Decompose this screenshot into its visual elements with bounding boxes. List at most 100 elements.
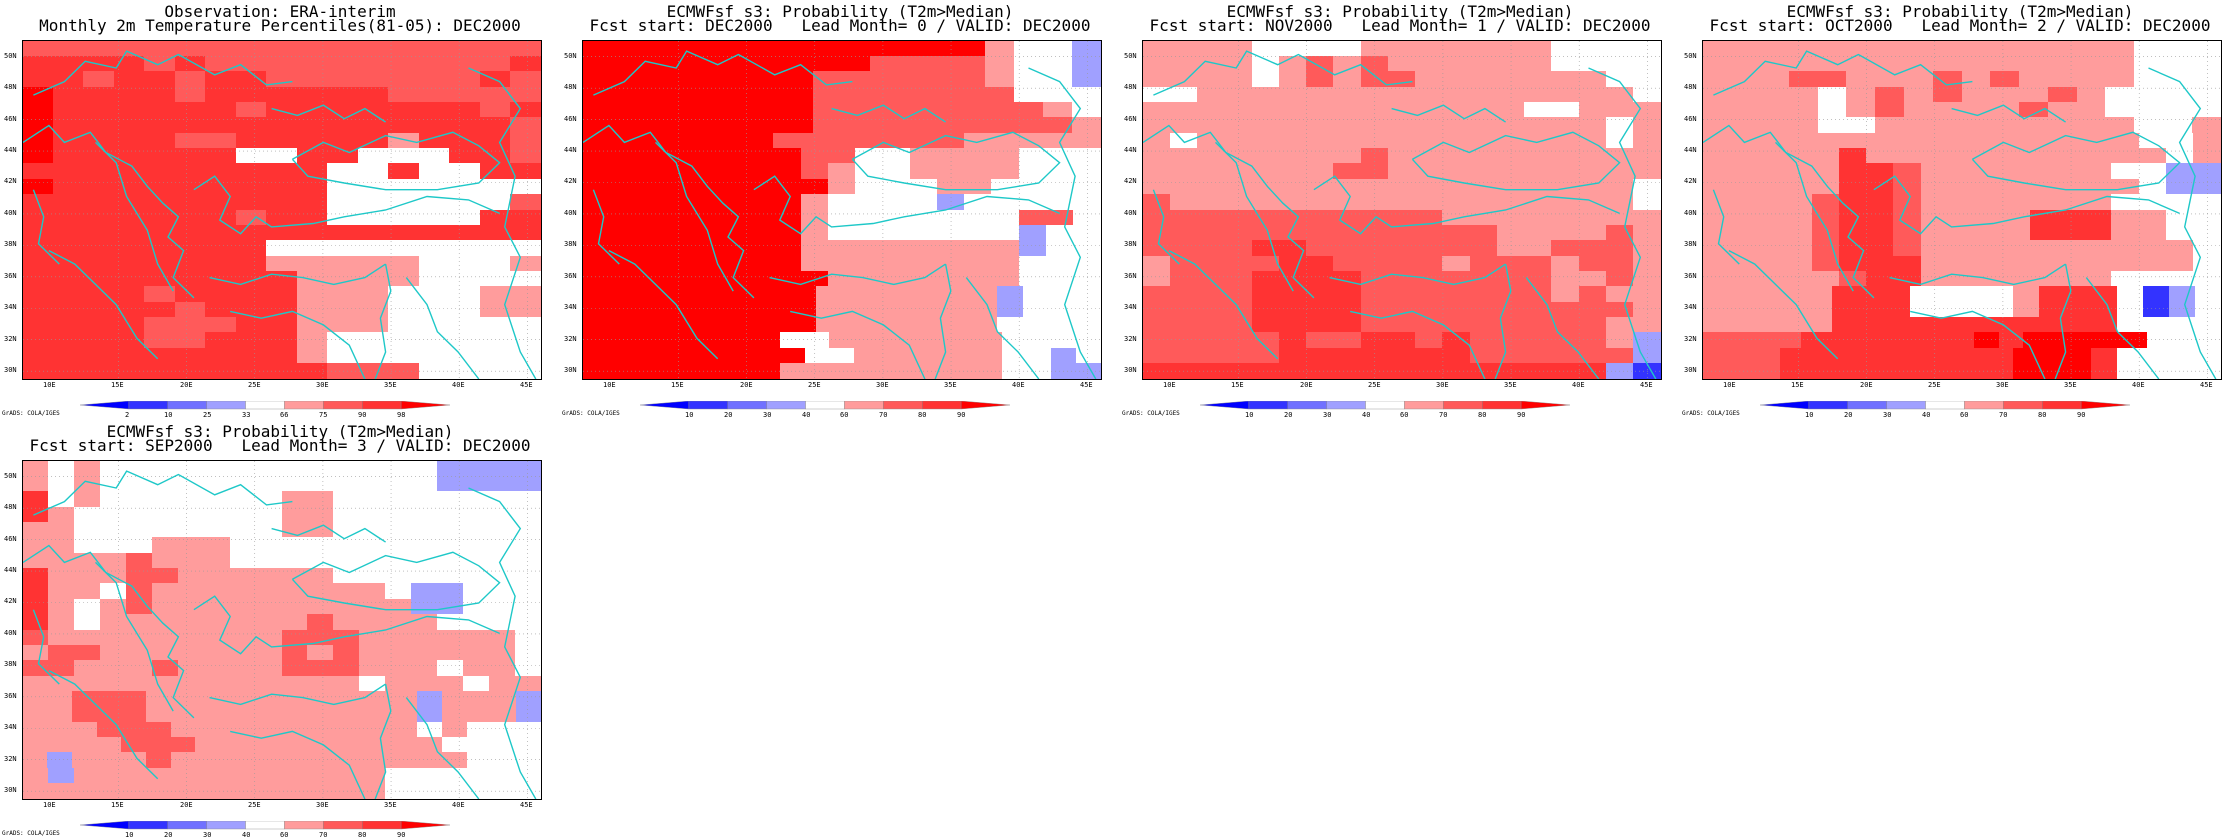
- grid-cell: [1470, 210, 1498, 226]
- colorbar-label: 70: [319, 831, 328, 839]
- grid-cell: [47, 722, 73, 738]
- grid-cell: [2013, 286, 2040, 303]
- grid-cell: [1975, 148, 2003, 164]
- grid-cell: [664, 194, 693, 211]
- grid-cell: [2019, 102, 2049, 118]
- grid-cell: [1832, 286, 1859, 303]
- grid-cell: [256, 507, 283, 523]
- map-canvas: [1703, 41, 2221, 379]
- grid-cell: [1633, 41, 1661, 57]
- grid-cell: [47, 691, 73, 707]
- grid-cell: [1949, 332, 1975, 349]
- coastline: [193, 595, 500, 655]
- grid-cell: [828, 194, 856, 211]
- grid-cell: [2077, 56, 2106, 72]
- grid-cell: [1470, 117, 1498, 134]
- grid-cell: [1197, 148, 1225, 164]
- grid-cell: [205, 56, 237, 72]
- grid-cell: [510, 133, 541, 149]
- grid-cell: [327, 286, 359, 303]
- grid-cell: [1046, 225, 1074, 241]
- grid-cell: [282, 553, 308, 569]
- grid-cell: [437, 568, 464, 584]
- panel-subtitle: Fcst start: NOV2000 Lead Month= 1 / VALI…: [1149, 16, 1651, 35]
- grid-cell: [1252, 286, 1280, 303]
- grid-cell: [74, 583, 101, 600]
- grid-cell: [175, 210, 206, 226]
- grid-cell: [1470, 286, 1498, 303]
- grid-cell: [294, 737, 320, 753]
- grid-cell: [220, 752, 246, 769]
- grid-cell: [358, 148, 389, 164]
- grid-cell: [175, 117, 206, 134]
- grid-cell: [1170, 286, 1198, 303]
- grid-cell: [269, 691, 295, 707]
- grid-cell: [1948, 225, 1976, 241]
- grid-cell: [2117, 317, 2144, 333]
- grid-cell: [1388, 71, 1416, 88]
- grid-cell: [855, 225, 883, 241]
- grid-cell: [1019, 240, 1047, 257]
- grid-cell: [23, 163, 54, 180]
- grid-cell: [388, 286, 420, 303]
- grid-cell: [1760, 117, 1790, 134]
- grid-cell: [1046, 148, 1074, 164]
- grid-cell: [152, 645, 179, 661]
- lat-tick-label: 32N: [4, 335, 17, 343]
- grid-cell: [1551, 348, 1580, 364]
- coastline: [790, 310, 926, 379]
- grid-cell: [1497, 256, 1525, 272]
- grid-cell: [2030, 194, 2058, 211]
- grid-cell: [1306, 317, 1334, 333]
- grid-cell: [1806, 286, 1833, 303]
- grid-cell: [1002, 332, 1028, 349]
- grid-cell: [1043, 41, 1073, 57]
- grid-cell: [388, 302, 420, 318]
- grid-cell: [583, 56, 612, 72]
- grid-cell: [1170, 302, 1198, 318]
- grid-cell: [1752, 332, 1778, 349]
- grid-cell: [1728, 363, 1755, 379]
- grid-cell: [773, 225, 802, 241]
- grid-cell: [327, 117, 359, 134]
- grid-cell: [23, 71, 54, 88]
- coastline: [1153, 50, 1413, 96]
- grid-cell: [1197, 286, 1225, 303]
- grid-cell: [175, 271, 206, 287]
- grid-cell: [1046, 210, 1074, 226]
- grid-cell: [1019, 133, 1047, 149]
- grid-cell: [510, 210, 541, 226]
- grid-cell: [1904, 87, 1934, 103]
- grid-cell: [1170, 194, 1198, 211]
- grid-cell: [997, 286, 1024, 303]
- grid-cell: [23, 568, 49, 584]
- grid-cell: [1279, 256, 1307, 272]
- grid-cell: [1470, 332, 1498, 349]
- grid-cell: [1806, 317, 1833, 333]
- grid-cell: [1279, 71, 1307, 88]
- grid-cell: [411, 476, 438, 492]
- grid-cell: [388, 56, 420, 72]
- grid-cell: [72, 737, 98, 753]
- grid-cell: [1936, 363, 1963, 379]
- grid-cell: [1497, 179, 1525, 195]
- map-panel-4: ECMWFsf s3: Probability (T2m>Median) Fcst…: [1680, 0, 2240, 420]
- colorbar-segment: [1482, 401, 1522, 410]
- lat-tick-label: 44N: [564, 146, 577, 154]
- grid-cell: [419, 117, 450, 134]
- grid-cell: [1703, 148, 1731, 164]
- grid-cell: [2139, 225, 2167, 241]
- grid-cell: [83, 363, 115, 379]
- grid-cell: [2143, 286, 2170, 303]
- grid-cell: [2091, 286, 2118, 303]
- grid-cell: [100, 461, 127, 477]
- grid-cell: [1757, 240, 1785, 257]
- grid-cell: [828, 225, 856, 241]
- grid-cell: [1497, 210, 1525, 226]
- grid-cell: [1551, 317, 1580, 333]
- grid-cell: [1780, 363, 1807, 379]
- grid-cell: [388, 210, 420, 226]
- grid-cell: [964, 163, 992, 180]
- grid-cell: [23, 348, 54, 364]
- grid-cell: [1703, 225, 1731, 241]
